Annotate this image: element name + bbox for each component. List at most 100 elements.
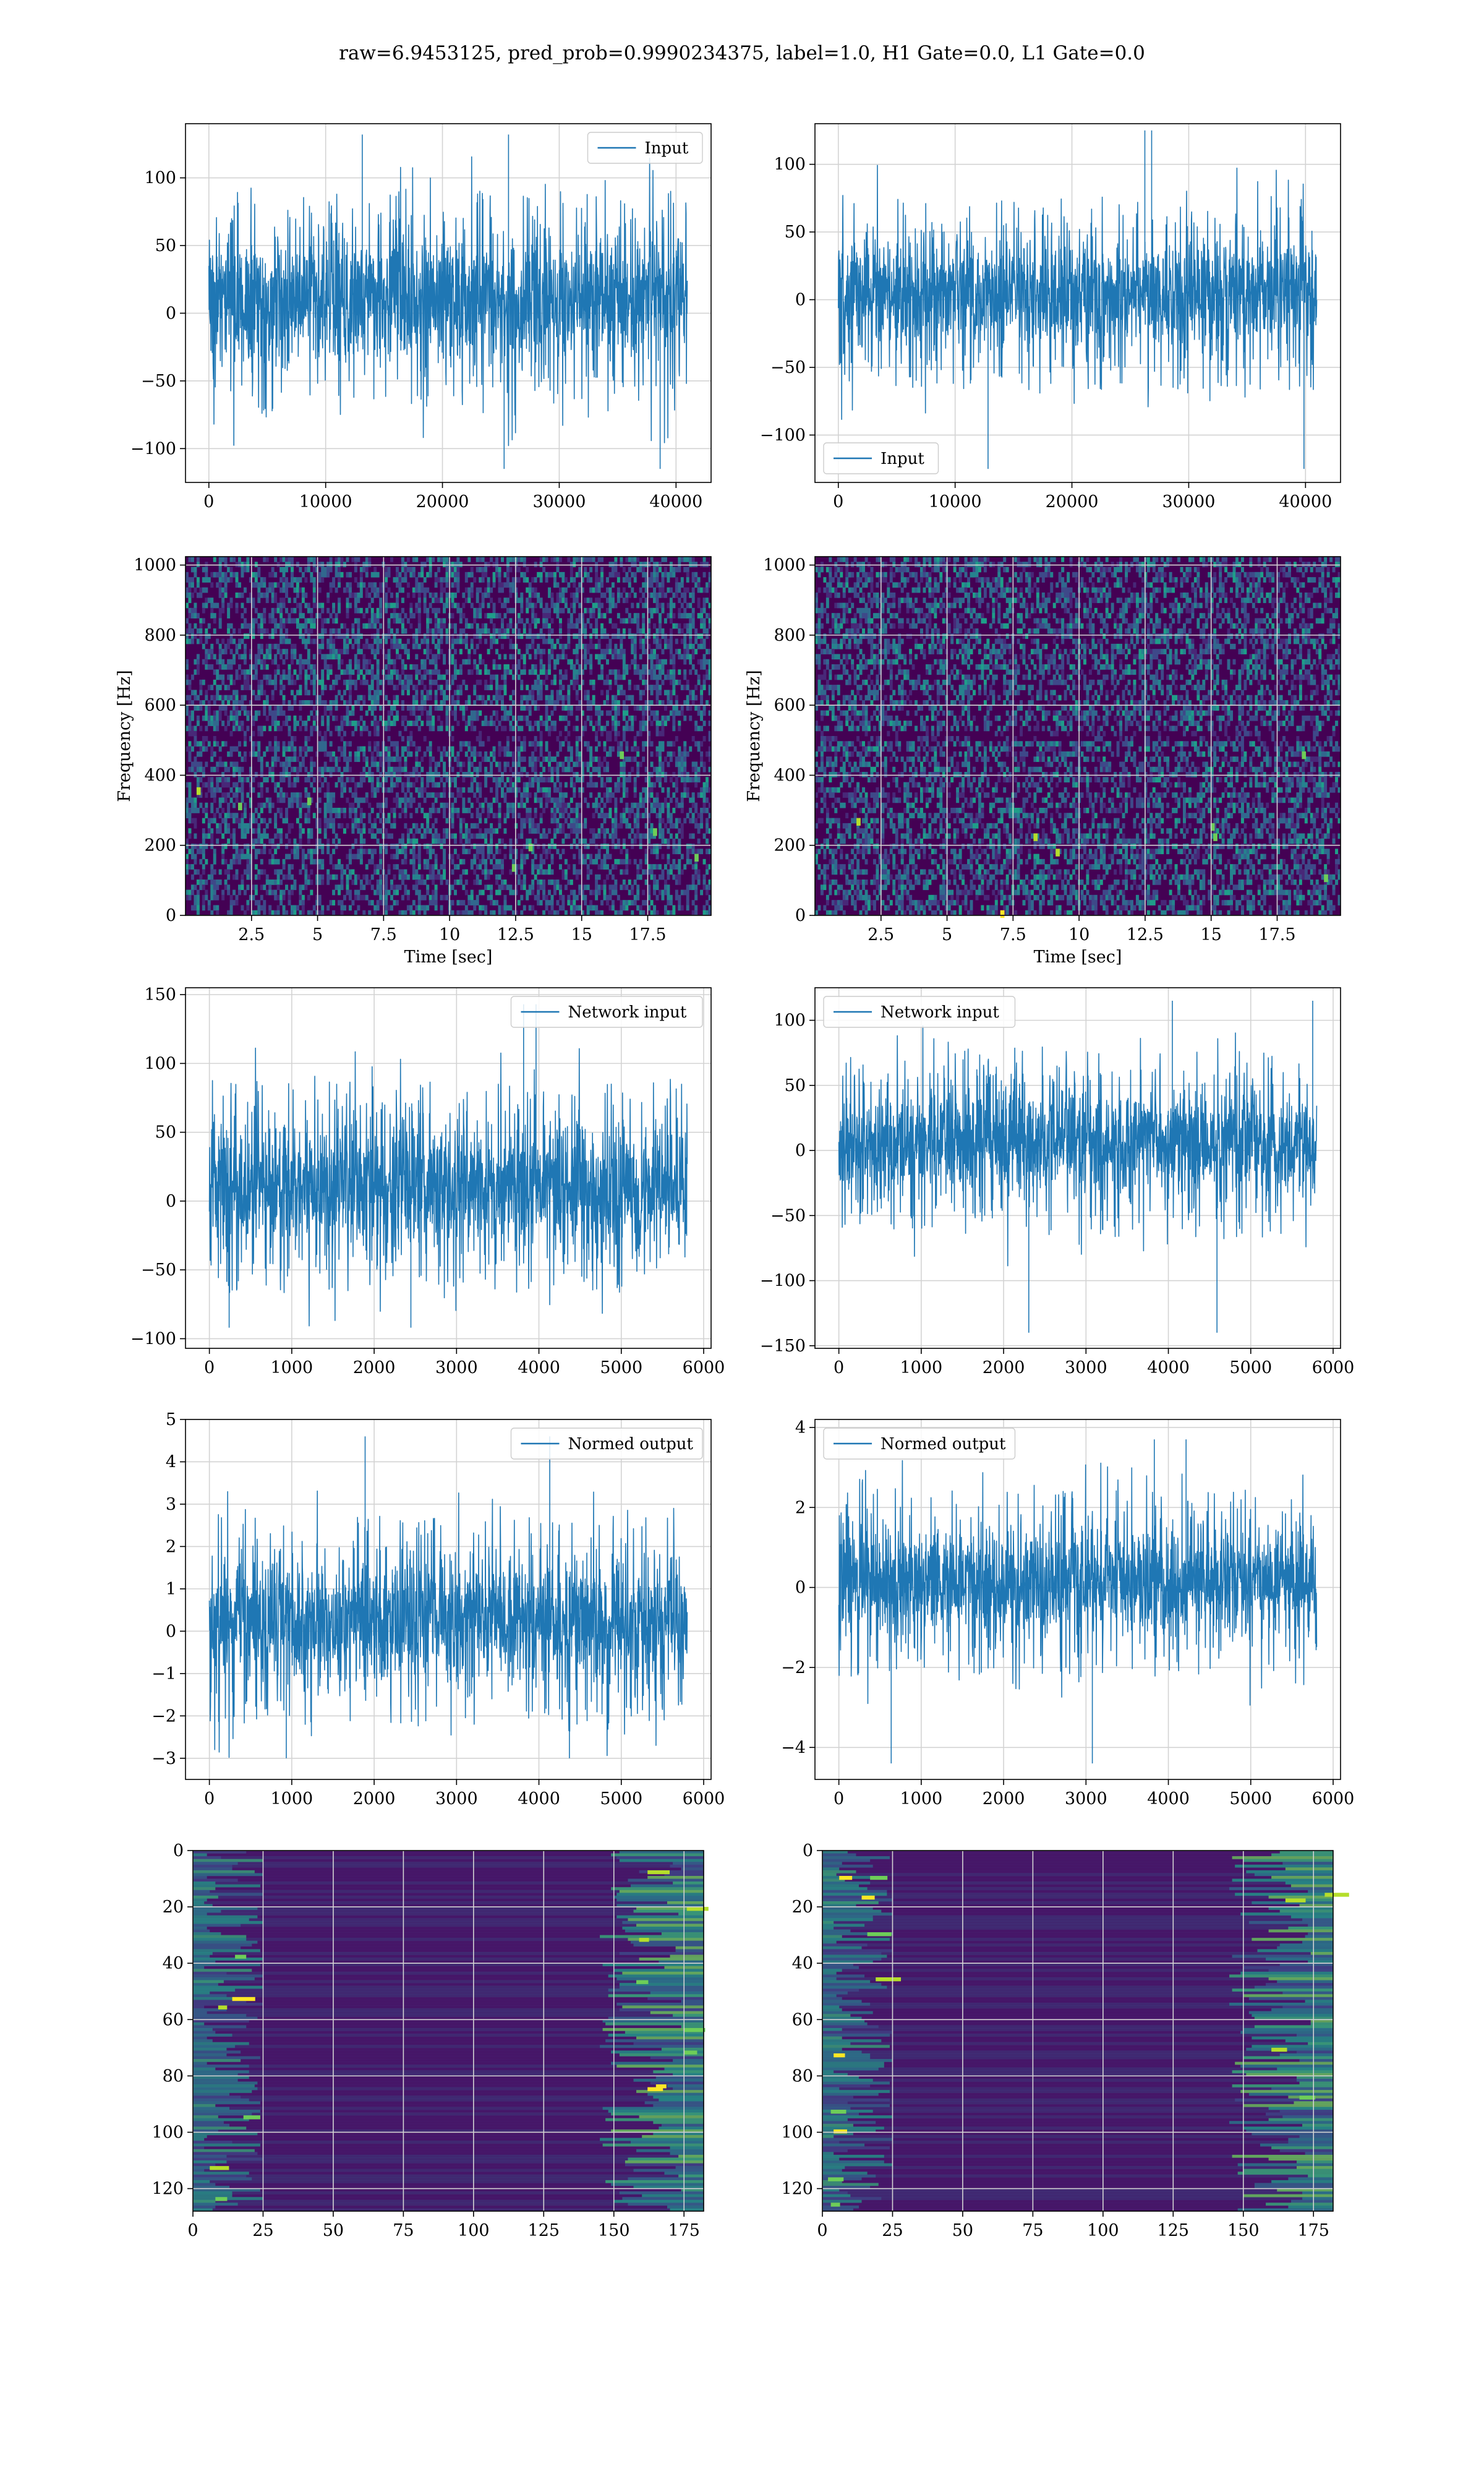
h1-spectrogram-cell [440,756,443,762]
h1-spectrogram-cell [326,715,330,721]
h1-spectrogram-cell [534,669,537,675]
h1-spectrogram-cell [241,593,244,598]
h1-spectrogram-cell [271,802,275,808]
h1-spectrogram-cell [293,721,297,726]
h1-spectrogram-cell [210,894,214,901]
h1-spectrogram-cell [218,587,222,593]
h1-spectrogram-cell [323,705,327,711]
h1-spectrogram-cell [221,607,225,614]
h1-spectrogram-cell [498,613,501,618]
h1-spectrogram-cell [296,577,299,583]
h1-spectrogram-cell [318,571,322,578]
h1-input-legend: Input [587,132,703,164]
h1-input-ytick-label: −50 [141,372,176,391]
h1-spectrogram-cell [589,858,593,865]
h1-spectrogram-cell [595,582,599,588]
h1-spectrogram-cell [473,649,477,654]
h1-spectrogram-cell [282,721,286,726]
h1-spectrogram-cell [401,628,404,634]
h1-spectrogram-cell [517,833,521,839]
h1-spectrogram-cell [434,858,438,865]
h1-spectrogram-cell [484,772,488,777]
h1-spectrogram-cell [501,884,504,891]
h1-spectrogram-cell [293,736,297,742]
h1-spectrogram-cell [296,562,299,568]
h1-spectrogram-cell [473,715,477,721]
h1-spectrogram-cell [401,685,404,690]
h1-spectrogram-cell [556,900,560,905]
h1-spectrogram-cell [218,869,222,875]
h1-spectrogram-cell [241,669,244,675]
h1-spectrogram-cell [243,854,247,860]
h1-spectrogram-cell [506,557,510,562]
h1-spectrogram-cell [229,746,233,752]
h1-spectrogram-cell [186,894,189,901]
h1-spectrogram-cell [224,777,228,783]
h1-spectrogram-cell [335,756,338,762]
h1-spectrogram-cell [592,643,595,649]
h1-spectrogram-cell [252,618,255,624]
h1-spectrogram-cell [274,889,278,896]
h1-spectrogram-cell [216,674,220,680]
h1-spectrogram-cell [558,593,562,598]
h1-spectrogram-cell [503,654,507,660]
h1-spectrogram-cell [575,874,579,880]
h1-spectrogram-cell [282,858,286,865]
h1-spectrogram-cell [539,633,543,640]
h1-spectrogram-cell [186,889,189,896]
h1-spectrogram-cell [186,746,189,752]
h1-spectrogram-cell [459,833,463,839]
h1-spectrogram-cell [205,562,208,568]
h1-spectrogram-cell [396,756,399,762]
h1-spectrogram-cell [260,833,263,839]
h1-spectrogram-cell [537,705,540,711]
h1-spectrogram-cell [522,715,526,721]
h1-spectrogram-cell [249,669,252,675]
h1-spectrogram-cell [498,802,501,808]
h1-spectrogram-cell [462,741,466,747]
h1-spectrogram-cell [359,587,363,593]
h1-spectrogram-cell [199,746,203,752]
h1-spectrogram-cell [462,602,466,609]
h1-spectrogram-cell [558,597,562,604]
h1-spectrogram-cell [265,628,269,634]
h1-spectrogram-cell [335,700,338,706]
h1-spectrogram-cell [326,618,330,624]
h1-spectrogram-cell [279,726,283,732]
h1-spectrogram-cell [426,746,430,752]
h1-spectrogram-cell [545,613,548,618]
h1-spectrogram-cell [470,823,474,829]
h1-spectrogram-cell [249,823,252,829]
h1-spectrogram-cell [534,649,537,654]
h1-spectrogram-cell [550,772,554,777]
h1-spectrogram-cell [210,715,214,721]
h1-spectrogram-cell [603,818,607,824]
h1-spectrogram-cell [600,567,604,573]
h1-spectrogram-cell [548,869,552,875]
h1-spectrogram-cell [229,659,233,665]
h1-spectrogram-cell [190,557,194,562]
h1-spectrogram-cell [232,828,236,834]
h1-spectrogram-cell [252,721,255,726]
h1-spectrogram-cell [406,874,410,880]
h1-spectrogram-cell [550,797,554,803]
h1-spectrogram-cell [539,854,543,860]
h1-spectrogram-cell [241,849,244,855]
h1-spectrogram-cell [584,761,587,768]
h1-spectrogram-cell [202,700,205,706]
h1-spectrogram-cell [569,746,573,752]
h1-spectrogram-cell [221,858,225,865]
h1-spectrogram-cell [354,782,357,788]
h1-spectrogram-cell [254,562,258,568]
h1-spectrogram-cell [274,787,278,793]
h1-spectrogram-cell [196,889,200,896]
h1-spectrogram-cell [227,602,231,609]
h1-spectrogram-cell [558,690,562,696]
h1-spectrogram-cell [188,613,192,618]
h1-spectrogram-cell [542,664,546,670]
h1-spectrogram-cell [329,756,333,762]
h1-spectrogram-cell [495,685,499,690]
h1-spectrogram-cell [423,797,427,803]
h1-spectrogram-cell [592,889,595,896]
h1-spectrogram-cell [417,900,421,905]
